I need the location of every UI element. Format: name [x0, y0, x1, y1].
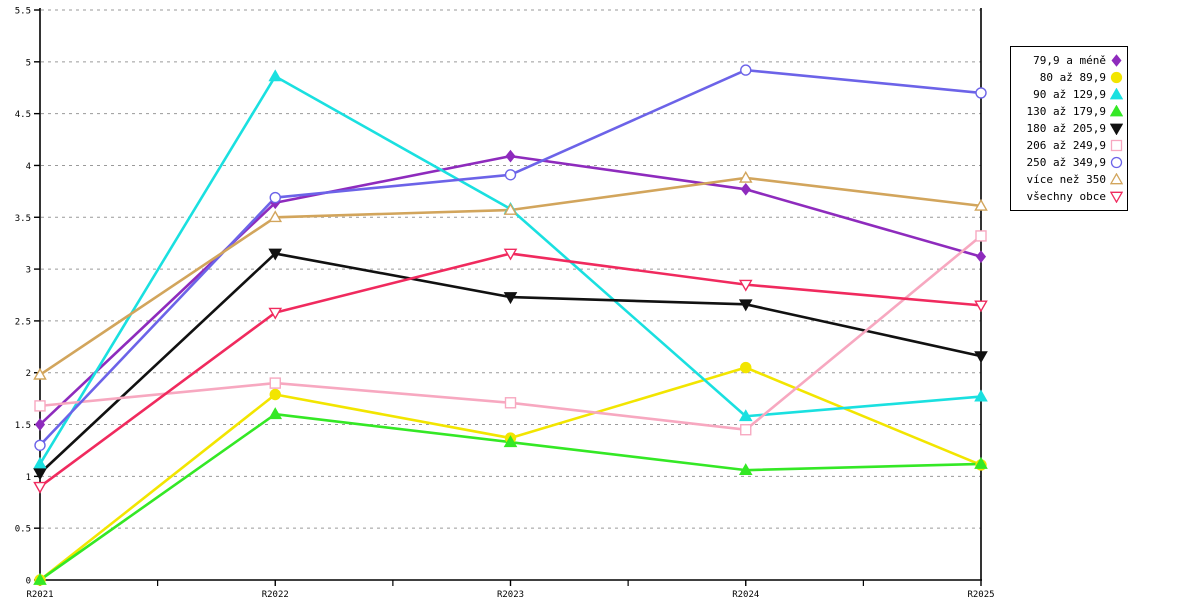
y-tick-labels: 0 0.5 1 1.5 2 2.5 3 3.5 4 4.5 5 5.5	[15, 7, 31, 587]
data-point-marker	[974, 389, 988, 402]
data-point-marker	[738, 409, 753, 422]
y-axis-ticks	[34, 9, 40, 581]
data-point-marker	[269, 191, 281, 204]
legend-item[interactable]: 250 až 349,9	[1015, 154, 1123, 171]
legend-item-label: 90 až 129,9	[1033, 88, 1106, 101]
x-tick-label: R2024	[732, 590, 759, 600]
series-line	[38, 252, 983, 489]
data-point-marker	[975, 230, 987, 242]
legend-item[interactable]: více než 350	[1015, 171, 1123, 188]
data-point-marker	[505, 149, 516, 163]
data-point-marker	[503, 248, 518, 261]
data-point-marker	[503, 435, 518, 448]
legend-item[interactable]: 79,9 a méně	[1015, 52, 1123, 69]
y-tick-label: 5	[26, 58, 31, 68]
series-lines	[38, 68, 983, 582]
y-tick-label: 2	[26, 369, 31, 379]
data-point-marker	[738, 299, 753, 312]
data-point-marker	[975, 250, 987, 263]
x-tick-label: R2023	[497, 590, 524, 600]
legend-item[interactable]: 90 až 129,9	[1015, 86, 1123, 103]
data-point-marker	[268, 69, 283, 82]
y-tick-label: 1	[26, 473, 31, 483]
data-point-marker	[269, 388, 281, 401]
legend-item[interactable]: 180 až 205,9	[1015, 120, 1123, 137]
data-point-marker	[34, 400, 46, 412]
legend-circle-icon	[1110, 71, 1123, 84]
legend-item[interactable]: 80 až 89,9	[1015, 69, 1123, 86]
legend-item-label: 80 až 89,9	[1039, 71, 1106, 84]
series-markers	[33, 64, 988, 586]
x-tick-labels: R2021 R2022 R2023 R2024 R2025	[26, 590, 994, 600]
data-point-marker	[504, 169, 517, 181]
legend-triangle-up-icon	[1110, 105, 1123, 118]
y-tick-label: 3	[26, 266, 31, 276]
data-point-marker	[738, 170, 753, 183]
x-tick-label: R2021	[26, 590, 53, 600]
data-point-marker	[33, 468, 47, 481]
data-point-marker	[503, 203, 518, 215]
data-point-marker	[268, 407, 283, 420]
data-point-marker	[738, 463, 753, 476]
legend-item-label: 250 až 349,9	[1026, 156, 1106, 169]
data-point-marker	[975, 87, 987, 99]
y-tick-label: 1.5	[15, 421, 31, 431]
data-point-marker	[268, 307, 283, 320]
x-axis-ticks	[39, 580, 982, 586]
y-tick-label: 4	[26, 162, 31, 172]
data-point-marker	[34, 439, 46, 451]
y-tick-label: 3.5	[15, 214, 31, 224]
y-tick-label: 0	[26, 577, 31, 587]
legend-triangle-down-icon	[1110, 190, 1123, 203]
data-point-marker	[268, 210, 283, 223]
chart-legend: 79,9 a méně 80 až 89,9 90 až 129,9 130 až 1…	[1010, 46, 1128, 211]
data-point-marker	[34, 418, 46, 431]
data-point-marker	[33, 367, 47, 380]
data-point-marker	[974, 351, 988, 364]
y-tick-label: 5.5	[15, 7, 31, 17]
legend-item[interactable]: všechny obce	[1015, 188, 1123, 205]
data-point-marker	[974, 198, 988, 211]
legend-diamond-icon	[1110, 54, 1123, 67]
legend-item-label: více než 350	[1026, 173, 1106, 186]
legend-item-label: 130 až 179,9	[1026, 105, 1106, 118]
data-point-marker	[740, 424, 752, 436]
data-point-marker	[503, 292, 518, 305]
data-point-marker	[974, 300, 988, 313]
data-point-marker	[268, 248, 283, 261]
legend-square-icon	[1110, 139, 1123, 152]
data-point-marker	[740, 64, 752, 76]
data-point-marker	[33, 572, 47, 585]
data-point-marker	[740, 182, 751, 196]
data-point-marker	[33, 456, 47, 469]
y-tick-label: 2.5	[15, 317, 31, 327]
x-tick-label: R2025	[967, 590, 994, 600]
data-point-marker	[738, 279, 753, 292]
data-point-marker	[269, 377, 281, 389]
legend-item-label: 206 až 249,9	[1026, 139, 1106, 152]
legend-item-label: všechny obce	[1026, 190, 1106, 203]
data-point-marker	[740, 361, 752, 374]
gridlines	[41, 9, 981, 529]
legend-triangle-up-icon	[1110, 173, 1123, 186]
x-tick-label: R2022	[262, 590, 289, 600]
legend-item[interactable]: 130 až 179,9	[1015, 103, 1123, 120]
data-point-marker	[504, 397, 517, 409]
y-tick-label: 4.5	[15, 110, 31, 120]
legend-item[interactable]: 206 až 249,9	[1015, 137, 1123, 154]
data-point-marker	[33, 481, 47, 494]
series-line	[38, 154, 983, 426]
legend-item-label: 180 až 205,9	[1026, 122, 1106, 135]
legend-item-label: 79,9 a méně	[1033, 54, 1106, 67]
y-tick-label: 0.5	[15, 525, 31, 535]
data-point-marker	[974, 456, 988, 469]
legend-triangle-down-icon	[1110, 122, 1123, 135]
legend-triangle-up-icon	[1110, 88, 1123, 101]
legend-circle-icon	[1110, 156, 1123, 169]
